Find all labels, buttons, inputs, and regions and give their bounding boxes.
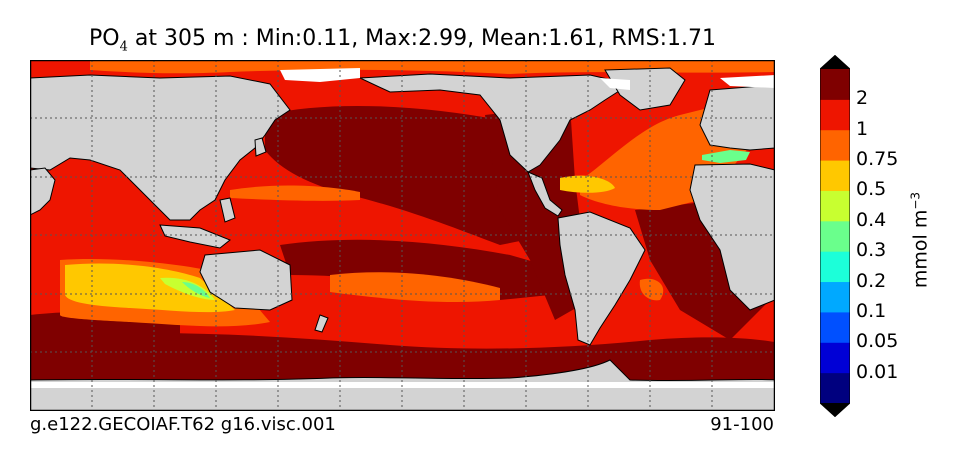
colorbar-segment [820, 190, 850, 222]
colorbar-tick-label: 1 [856, 117, 869, 140]
map-border [30, 60, 775, 411]
colorbar-tick-label: 0.4 [856, 208, 887, 231]
pacific-tongue-orange [230, 185, 360, 201]
land-central-america [527, 171, 563, 217]
arctic-orange [90, 60, 775, 74]
plot-title: PO4 at 305 m : Min:0.11, Max:2.99, Mean:… [30, 26, 775, 54]
land-europe [699, 84, 775, 151]
colorbar-segment [820, 129, 850, 161]
colorbar-segment [820, 69, 850, 100]
land-japan [254, 137, 267, 157]
colorbar-top-extend [820, 55, 850, 69]
land-asia [30, 74, 291, 221]
colorbar-segment [820, 160, 850, 191]
ocean-map [30, 60, 775, 411]
indian-ocean-yellow [65, 263, 235, 313]
colorbar-tick-label: 0.05 [856, 330, 899, 353]
year-range: 91-100 [710, 414, 774, 435]
colorbar-tick-label: 0.1 [856, 299, 887, 322]
colorbar-tick-label: 0.75 [856, 148, 899, 171]
title-stats: at 305 m : Min:0.11, Max:2.99, Mean:1.61… [127, 26, 717, 51]
land-africa-west [689, 163, 775, 311]
colorbar-unit: mmol m−3 [908, 192, 931, 288]
colorbar-segment [820, 251, 850, 283]
land-greenland [604, 67, 686, 111]
colorbar-segment [820, 372, 850, 404]
colorbar-segment [820, 220, 850, 252]
land-north-america [359, 73, 632, 173]
south-atlantic-orange [639, 278, 664, 301]
land-south-america [557, 211, 646, 346]
mediterranean-sea [702, 150, 750, 163]
north-pacific-high [265, 105, 550, 245]
unit-exponent: −3 [908, 191, 923, 210]
graticule [30, 60, 775, 411]
colorbar-tick-label: 2 [856, 87, 869, 110]
colorbar-segment [820, 281, 850, 313]
south-pacific-orange [330, 272, 500, 303]
colorbar-segment [820, 311, 850, 343]
colorbar-tick-label: 0.3 [856, 239, 887, 262]
colorbar-segment [820, 99, 850, 131]
colorbar [819, 54, 851, 418]
title-variable: PO [88, 26, 120, 51]
north-atlantic-yellow [560, 175, 615, 193]
colorbar-segment [820, 342, 850, 374]
land-australia [199, 249, 293, 311]
australia-teal-patch [182, 282, 210, 298]
colorbar-bottom-extend [820, 403, 850, 417]
title-subscript: 4 [119, 39, 128, 55]
land-indonesia [159, 224, 231, 249]
colorbar-tick-label: 0.2 [856, 269, 887, 292]
colorbar-tick-label: 0.01 [856, 360, 899, 383]
land-philippines [219, 197, 236, 223]
unit-base: mmol m [909, 209, 932, 289]
land-africa-east [30, 167, 56, 216]
case-name: g.e122.GECOIAF.T62 g16.visc.001 [30, 414, 336, 435]
land-new-zealand [314, 314, 329, 333]
colorbar-tick-label: 0.5 [856, 178, 887, 201]
